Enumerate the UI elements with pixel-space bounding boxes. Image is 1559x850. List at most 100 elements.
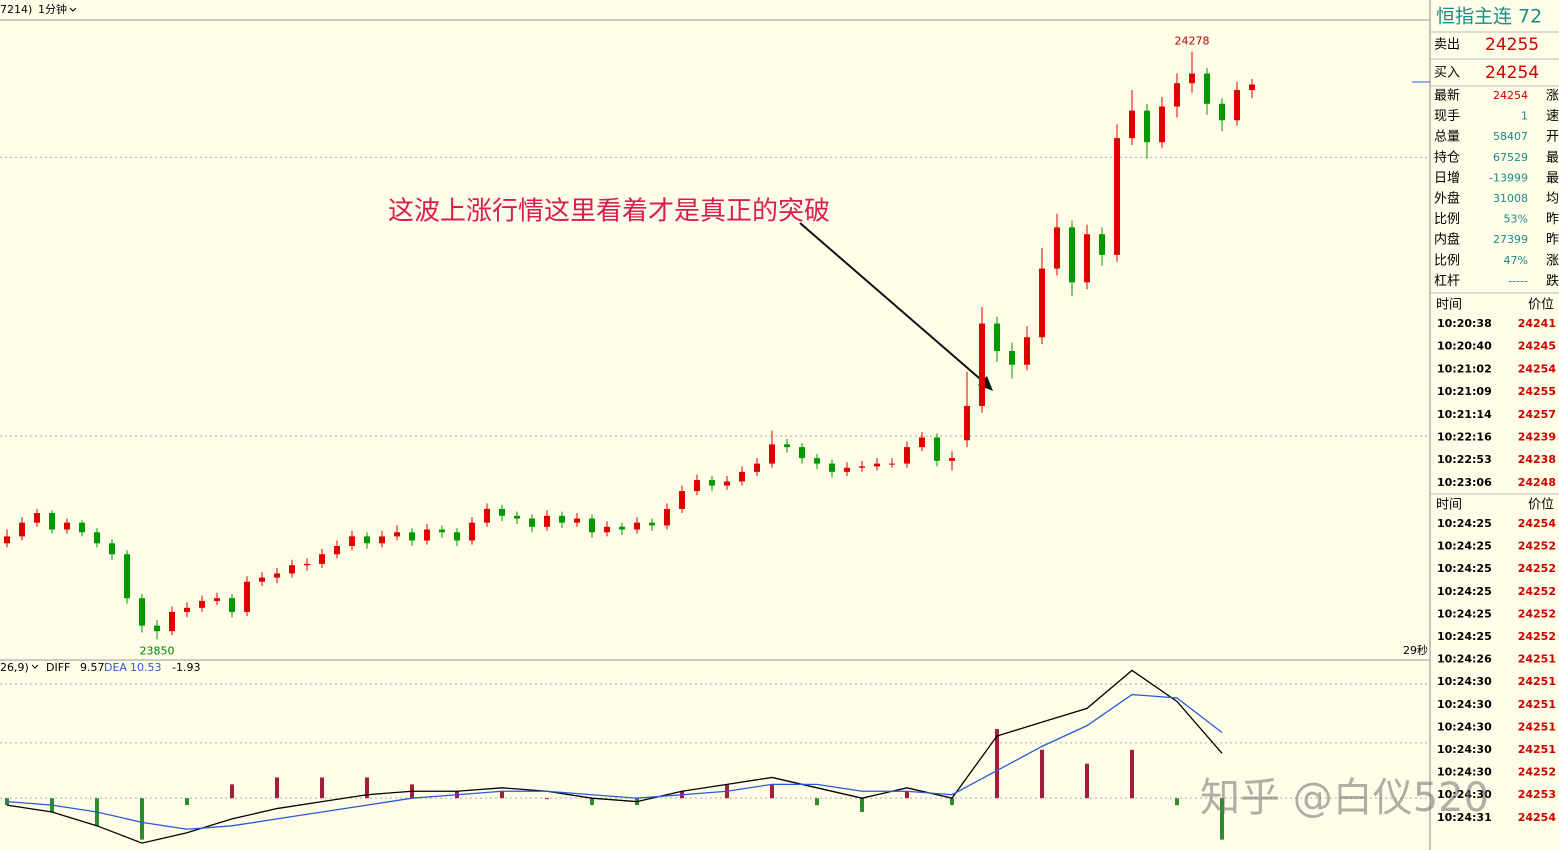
candle-body	[649, 522, 655, 526]
candle-body	[184, 607, 190, 612]
quote-label: 内盘	[1434, 232, 1460, 248]
quote-extra: 速	[1546, 109, 1559, 124]
macd-bar	[545, 798, 549, 800]
candle-body	[454, 532, 460, 541]
macd-bar	[860, 798, 864, 812]
candle-body	[844, 467, 850, 472]
candle-body	[784, 444, 790, 448]
tick-price: 24251	[1518, 743, 1556, 756]
macd-bar	[500, 791, 504, 799]
candle-body	[1204, 73, 1210, 104]
quote-value: 27399	[1493, 233, 1528, 246]
tick-time: 10:24:25	[1437, 517, 1492, 530]
candle-body	[814, 458, 820, 464]
candle-body	[934, 437, 940, 461]
quote-extra: 最	[1546, 171, 1559, 186]
period-chevron[interactable]	[69, 7, 77, 12]
candle-body	[319, 554, 325, 564]
candle-body	[229, 598, 235, 612]
ask-price: 24255	[1485, 35, 1539, 55]
macd-bar	[815, 798, 819, 806]
candle-body	[1009, 350, 1015, 365]
candle-body	[739, 471, 745, 482]
candle-body	[244, 581, 250, 612]
tick-header: 价位	[1528, 298, 1554, 313]
macd-chevron[interactable]	[31, 664, 39, 669]
macd-params: 26,9)	[0, 661, 29, 674]
quote-label: 外盘	[1434, 191, 1460, 207]
candle-body	[979, 323, 985, 406]
candle-body	[349, 536, 355, 547]
tick-time: 10:24:30	[1437, 788, 1492, 801]
candle-body	[589, 518, 595, 533]
candle-body	[754, 463, 760, 472]
candle-body	[604, 526, 610, 533]
tick-price: 24252	[1518, 607, 1556, 620]
tick-time: 10:22:53	[1437, 453, 1492, 466]
candle-body	[139, 598, 145, 626]
candle-body	[124, 554, 130, 599]
candle-body	[829, 463, 835, 472]
candle-body	[949, 458, 955, 461]
tick-header: 时间	[1436, 498, 1462, 513]
macd-bar	[995, 729, 999, 799]
candle-body	[34, 513, 40, 523]
candle-body	[94, 532, 100, 544]
tick-price: 24252	[1518, 585, 1556, 598]
tick-price: 24254	[1518, 811, 1557, 824]
candle-body	[574, 518, 580, 523]
macd-bar	[950, 798, 954, 806]
tick-price: 24254	[1518, 517, 1557, 530]
period-selector[interactable]: 1分钟	[38, 2, 67, 16]
candle-body	[559, 515, 565, 523]
candle-body	[289, 565, 295, 574]
tick-time: 10:24:31	[1437, 811, 1492, 824]
candle-body	[859, 466, 865, 468]
candle-body	[1159, 106, 1165, 143]
tick-time: 10:24:30	[1437, 698, 1492, 711]
macd-line	[6, 669, 1223, 844]
tick-price: 24252	[1518, 540, 1556, 553]
quote-label: 最新	[1434, 88, 1460, 104]
candle-body	[1054, 227, 1060, 269]
macd-bar	[770, 784, 774, 799]
quote-label: 杠杆	[1434, 273, 1460, 289]
tick-header: 时间	[1436, 298, 1462, 313]
low-label: 23850	[140, 644, 175, 657]
candle-body	[1144, 110, 1150, 143]
tick-price: 24245	[1518, 340, 1556, 353]
candle-body	[1099, 234, 1105, 255]
candle-body	[154, 625, 160, 632]
tick-time: 10:22:16	[1437, 431, 1492, 444]
quote-label: 现手	[1434, 109, 1460, 124]
macd-bar	[1085, 763, 1089, 799]
quote-extra: 涨	[1546, 253, 1559, 268]
candle-body	[1114, 138, 1120, 255]
candle-body	[679, 491, 685, 509]
candle-body	[214, 598, 220, 601]
quote-label: 比例	[1434, 212, 1460, 227]
tick-price: 24251	[1518, 675, 1556, 688]
legend-value: 10.53	[130, 661, 162, 674]
candle-body	[364, 536, 370, 544]
tick-time: 10:21:02	[1437, 362, 1492, 375]
tick-price: 24255	[1518, 385, 1556, 398]
quote-value: 31008	[1493, 192, 1528, 205]
tick-price: 24252	[1518, 766, 1556, 779]
tick-header: 价位	[1528, 498, 1554, 513]
macd-value: -1.93	[172, 661, 200, 674]
candle-body	[634, 522, 640, 530]
candle-body	[169, 611, 175, 632]
macd-bar	[230, 784, 234, 799]
candle-body	[274, 573, 280, 578]
quote-value: 67529	[1493, 151, 1528, 164]
candle-body	[889, 463, 895, 465]
tick-time: 10:20:40	[1437, 340, 1492, 353]
candle-body	[724, 481, 730, 486]
candle-body	[1129, 110, 1135, 139]
candle-body	[799, 447, 805, 459]
candle-body	[514, 515, 520, 519]
tick-time: 10:24:25	[1437, 607, 1492, 620]
candle-body	[259, 577, 265, 582]
